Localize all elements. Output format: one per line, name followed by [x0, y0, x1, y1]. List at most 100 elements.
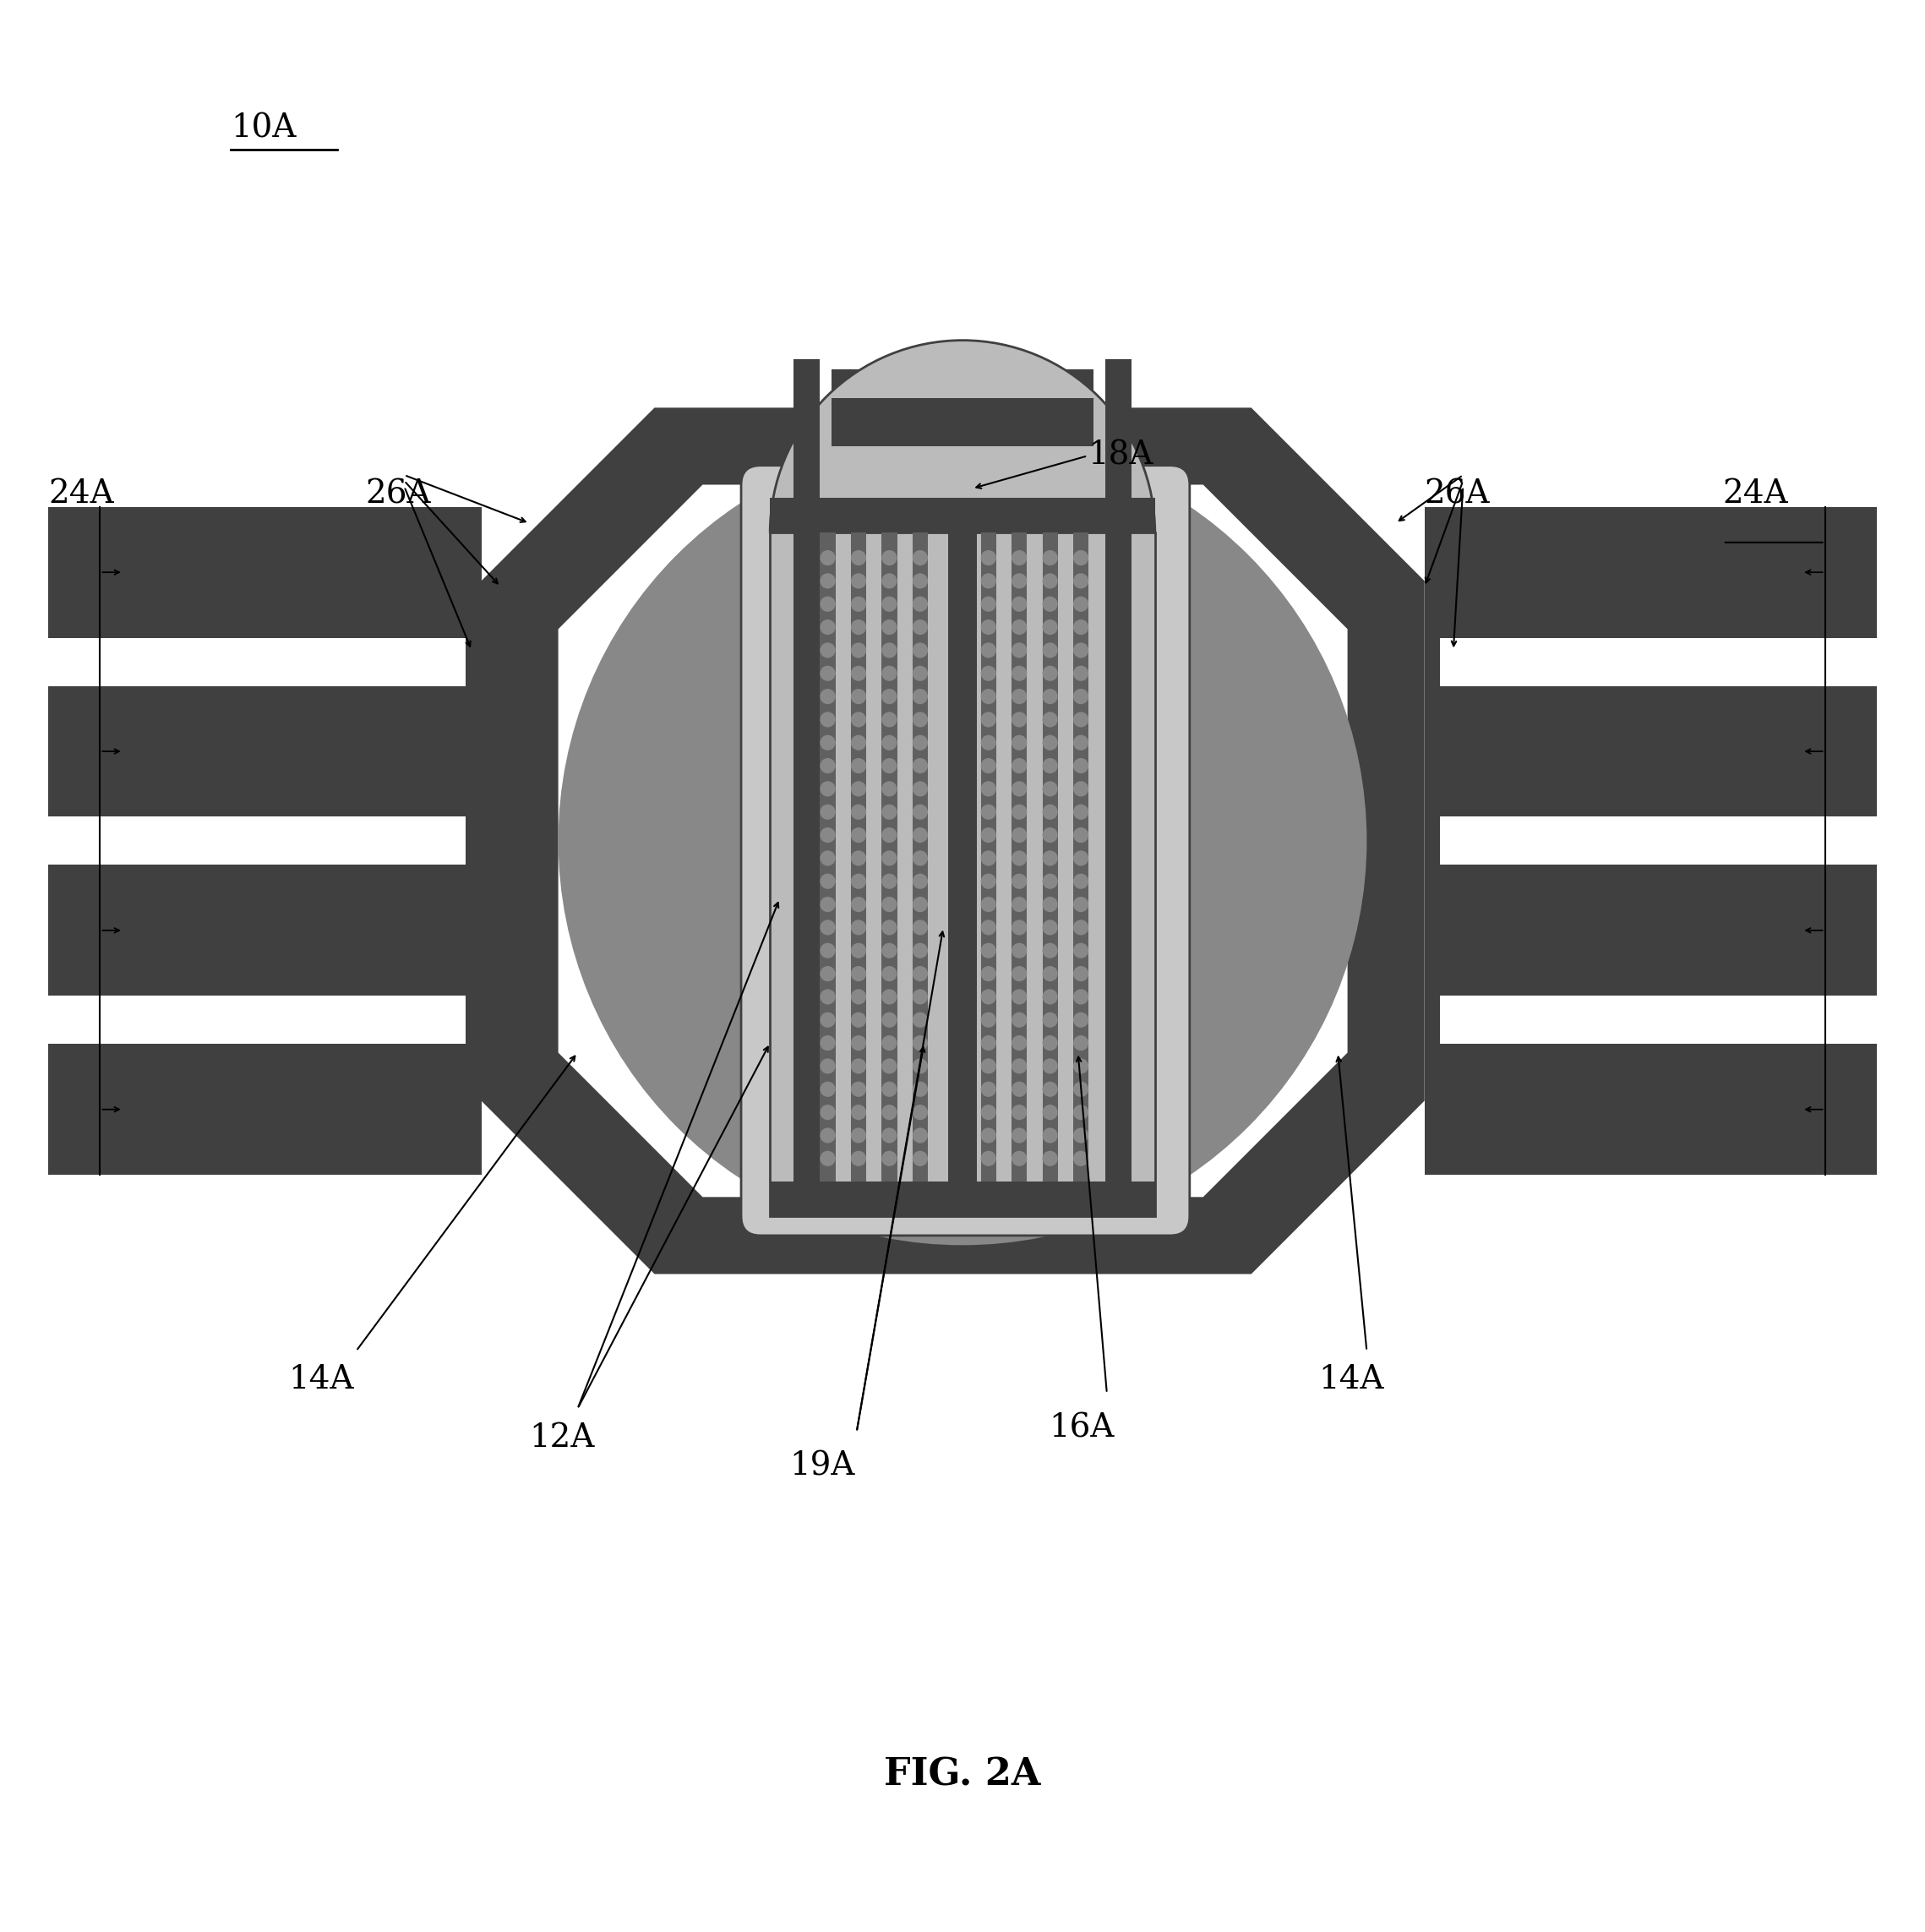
- Circle shape: [1013, 574, 1028, 589]
- Circle shape: [980, 943, 997, 958]
- Circle shape: [851, 1082, 866, 1097]
- Circle shape: [1072, 643, 1090, 659]
- Circle shape: [882, 827, 897, 842]
- Bar: [972, 369, 1093, 466]
- Circle shape: [1072, 597, 1090, 612]
- Circle shape: [980, 804, 997, 819]
- Circle shape: [980, 1082, 997, 1097]
- Bar: [770, 533, 1155, 1217]
- Circle shape: [851, 1105, 866, 1121]
- Circle shape: [912, 1151, 928, 1167]
- Circle shape: [820, 574, 835, 589]
- Circle shape: [851, 804, 866, 819]
- Circle shape: [912, 1012, 928, 1028]
- Circle shape: [980, 734, 997, 750]
- Circle shape: [1041, 943, 1059, 958]
- Circle shape: [851, 574, 866, 589]
- Circle shape: [912, 757, 928, 773]
- Polygon shape: [481, 408, 1424, 1273]
- Circle shape: [1072, 551, 1090, 566]
- Circle shape: [1072, 574, 1090, 589]
- Circle shape: [1041, 597, 1059, 612]
- Wedge shape: [770, 340, 1155, 533]
- Bar: [1424, 866, 1540, 995]
- Text: 14A: 14A: [1319, 1364, 1384, 1395]
- Circle shape: [882, 943, 897, 958]
- Circle shape: [980, 850, 997, 866]
- Circle shape: [851, 896, 866, 912]
- Text: 10A: 10A: [231, 112, 296, 145]
- Circle shape: [882, 1105, 897, 1121]
- FancyBboxPatch shape: [741, 466, 1190, 1236]
- Circle shape: [980, 873, 997, 889]
- Circle shape: [558, 437, 1367, 1244]
- Circle shape: [851, 667, 866, 682]
- Circle shape: [1041, 781, 1059, 796]
- Circle shape: [882, 781, 897, 796]
- Circle shape: [912, 667, 928, 682]
- Bar: [793, 359, 820, 1217]
- Circle shape: [882, 1082, 897, 1097]
- Circle shape: [1041, 1128, 1059, 1144]
- Bar: [1540, 1043, 1877, 1175]
- Circle shape: [912, 734, 928, 750]
- Circle shape: [1013, 850, 1028, 866]
- Circle shape: [1013, 711, 1028, 726]
- Circle shape: [882, 896, 897, 912]
- Circle shape: [1013, 643, 1028, 659]
- Circle shape: [882, 667, 897, 682]
- Circle shape: [882, 643, 897, 659]
- Circle shape: [820, 1105, 835, 1121]
- Circle shape: [820, 620, 835, 636]
- Circle shape: [1013, 1128, 1028, 1144]
- Bar: [48, 686, 452, 817]
- Circle shape: [882, 711, 897, 726]
- Circle shape: [1072, 1012, 1090, 1028]
- Circle shape: [820, 643, 835, 659]
- Circle shape: [882, 1012, 897, 1028]
- Circle shape: [912, 920, 928, 935]
- Bar: [466, 638, 481, 686]
- Text: 12A: 12A: [529, 1422, 595, 1453]
- Circle shape: [1041, 1151, 1059, 1167]
- Circle shape: [820, 896, 835, 912]
- Circle shape: [1013, 804, 1028, 819]
- Circle shape: [1041, 1059, 1059, 1074]
- Circle shape: [1041, 667, 1059, 682]
- Circle shape: [1041, 873, 1059, 889]
- Circle shape: [820, 920, 835, 935]
- Circle shape: [1013, 1151, 1028, 1167]
- Circle shape: [1041, 690, 1059, 703]
- Circle shape: [980, 1128, 997, 1144]
- Circle shape: [980, 620, 997, 636]
- Circle shape: [851, 643, 866, 659]
- Circle shape: [1072, 896, 1090, 912]
- Circle shape: [851, 711, 866, 726]
- Bar: [912, 533, 928, 1182]
- Circle shape: [1013, 781, 1028, 796]
- Circle shape: [1072, 850, 1090, 866]
- Circle shape: [1072, 1036, 1090, 1051]
- Circle shape: [851, 850, 866, 866]
- Bar: [1540, 506, 1877, 638]
- Circle shape: [882, 1036, 897, 1051]
- Circle shape: [1041, 989, 1059, 1005]
- Circle shape: [1072, 920, 1090, 935]
- Circle shape: [1013, 757, 1028, 773]
- Circle shape: [1013, 896, 1028, 912]
- Circle shape: [1072, 667, 1090, 682]
- Circle shape: [820, 781, 835, 796]
- Circle shape: [1072, 943, 1090, 958]
- Circle shape: [980, 1012, 997, 1028]
- Circle shape: [1072, 734, 1090, 750]
- Circle shape: [851, 1059, 866, 1074]
- Bar: [48, 1043, 385, 1175]
- Circle shape: [820, 966, 835, 981]
- Text: 26A: 26A: [366, 479, 431, 510]
- Circle shape: [1072, 1105, 1090, 1121]
- Circle shape: [1013, 1012, 1028, 1028]
- Circle shape: [882, 551, 897, 566]
- Bar: [980, 533, 997, 1182]
- Circle shape: [851, 1036, 866, 1051]
- Circle shape: [912, 597, 928, 612]
